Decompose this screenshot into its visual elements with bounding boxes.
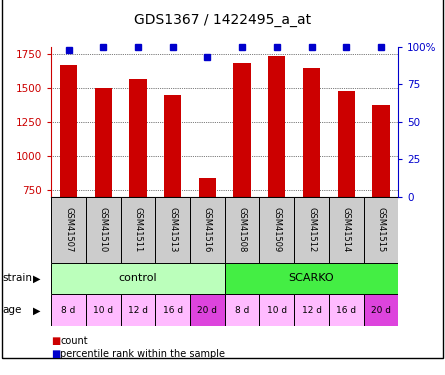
Text: GSM41509: GSM41509 xyxy=(272,207,281,252)
Text: strain: strain xyxy=(2,273,32,284)
Text: ▶: ▶ xyxy=(33,273,40,284)
Text: GSM41507: GSM41507 xyxy=(64,207,73,252)
Bar xyxy=(121,197,155,262)
Text: control: control xyxy=(119,273,157,284)
Text: 16 d: 16 d xyxy=(336,306,356,315)
Text: GDS1367 / 1422495_a_at: GDS1367 / 1422495_a_at xyxy=(134,13,311,27)
Text: GSM41516: GSM41516 xyxy=(203,207,212,252)
Text: 20 d: 20 d xyxy=(198,306,217,315)
Bar xyxy=(190,197,225,262)
Bar xyxy=(129,79,147,197)
Bar xyxy=(155,294,190,326)
Text: GSM41513: GSM41513 xyxy=(168,207,177,252)
Text: 16 d: 16 d xyxy=(162,306,183,315)
Text: GSM41512: GSM41512 xyxy=(307,207,316,252)
Bar xyxy=(155,197,190,262)
Text: GSM41508: GSM41508 xyxy=(238,207,247,252)
Bar xyxy=(51,294,86,326)
Bar xyxy=(190,294,225,326)
Text: 20 d: 20 d xyxy=(371,306,391,315)
Bar xyxy=(259,294,294,326)
Bar xyxy=(364,197,398,262)
Text: percentile rank within the sample: percentile rank within the sample xyxy=(60,350,225,359)
Text: ■: ■ xyxy=(51,350,61,359)
Text: GSM41510: GSM41510 xyxy=(99,207,108,252)
Bar xyxy=(225,197,259,262)
Text: 8 d: 8 d xyxy=(235,306,249,315)
Bar xyxy=(338,90,355,197)
Bar xyxy=(51,197,86,262)
Bar xyxy=(329,197,364,262)
Text: GSM41515: GSM41515 xyxy=(376,207,385,252)
Text: 10 d: 10 d xyxy=(267,306,287,315)
Text: 8 d: 8 d xyxy=(61,306,76,315)
Bar xyxy=(121,294,155,326)
Text: 10 d: 10 d xyxy=(93,306,113,315)
Bar xyxy=(372,105,390,197)
Bar xyxy=(86,294,121,326)
Text: GSM41514: GSM41514 xyxy=(342,207,351,252)
Text: count: count xyxy=(60,336,88,346)
Bar xyxy=(364,294,398,326)
Bar xyxy=(95,88,112,197)
Text: SCARKO: SCARKO xyxy=(289,273,334,284)
Bar xyxy=(225,262,398,294)
Bar xyxy=(51,262,225,294)
Text: 12 d: 12 d xyxy=(128,306,148,315)
Bar xyxy=(329,294,364,326)
Bar xyxy=(268,56,286,197)
Text: ▶: ▶ xyxy=(33,305,40,315)
Bar xyxy=(294,294,329,326)
Bar xyxy=(303,68,320,197)
Bar xyxy=(60,64,77,197)
Bar xyxy=(86,197,121,262)
Text: age: age xyxy=(2,305,22,315)
Bar xyxy=(294,197,329,262)
Bar xyxy=(259,197,294,262)
Text: ■: ■ xyxy=(51,336,61,346)
Bar xyxy=(198,178,216,197)
Text: GSM41511: GSM41511 xyxy=(134,207,142,252)
Bar xyxy=(234,63,251,197)
Text: 12 d: 12 d xyxy=(302,306,321,315)
Bar xyxy=(225,294,259,326)
Bar xyxy=(164,94,182,197)
